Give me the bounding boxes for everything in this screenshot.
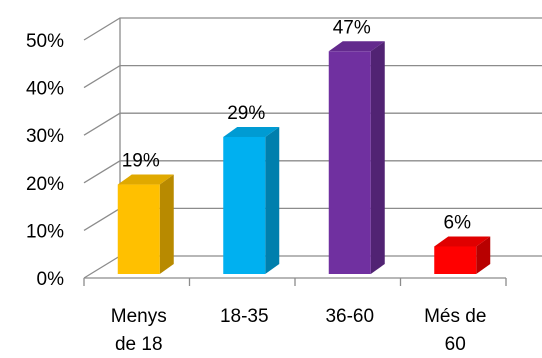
- y-axis-tick-labels: 0% 10% 20% 30% 40% 50%: [26, 31, 64, 290]
- bar: [434, 236, 491, 274]
- data-label: 6%: [444, 212, 472, 233]
- bar: [328, 41, 385, 274]
- bar-side: [370, 41, 385, 274]
- bar-top: [434, 236, 491, 247]
- category-label: 18-35: [220, 306, 269, 327]
- data-label: 29%: [227, 103, 265, 124]
- gridlines: [83, 17, 542, 279]
- bar: [223, 126, 280, 275]
- bar-top: [117, 174, 174, 185]
- data-labels: 19% 29% 47% 6%: [122, 17, 471, 233]
- data-label: 19%: [122, 151, 160, 172]
- bar-side: [476, 236, 491, 274]
- bar-top: [328, 41, 385, 52]
- category-label: Més de 60: [424, 306, 486, 355]
- gridline: [83, 17, 542, 41]
- bar-front: [328, 51, 371, 274]
- category-label: Menys de 18: [111, 306, 167, 355]
- data-label: 47%: [333, 17, 371, 38]
- y-tick-label: 10%: [26, 221, 64, 242]
- bars: [117, 41, 491, 275]
- bar: [117, 174, 174, 274]
- bar-front: [117, 184, 160, 274]
- bar-top: [223, 126, 280, 137]
- gridline: [83, 64, 542, 89]
- bar-front: [434, 246, 477, 274]
- category-label: 36-60: [325, 306, 374, 327]
- y-tick-label: 30%: [26, 126, 64, 147]
- bar-side: [265, 126, 280, 275]
- y-tick-label: 50%: [26, 31, 64, 52]
- y-tick-label: 0%: [37, 269, 65, 290]
- x-axis: [83, 277, 507, 286]
- gridline: [83, 112, 542, 136]
- bar-side: [159, 174, 174, 274]
- category-labels: Menys de 18 18-35 36-60 Més de 60: [111, 306, 487, 355]
- bar-front: [223, 136, 266, 274]
- y-tick-label: 20%: [26, 174, 64, 195]
- y-tick-label: 40%: [26, 79, 64, 100]
